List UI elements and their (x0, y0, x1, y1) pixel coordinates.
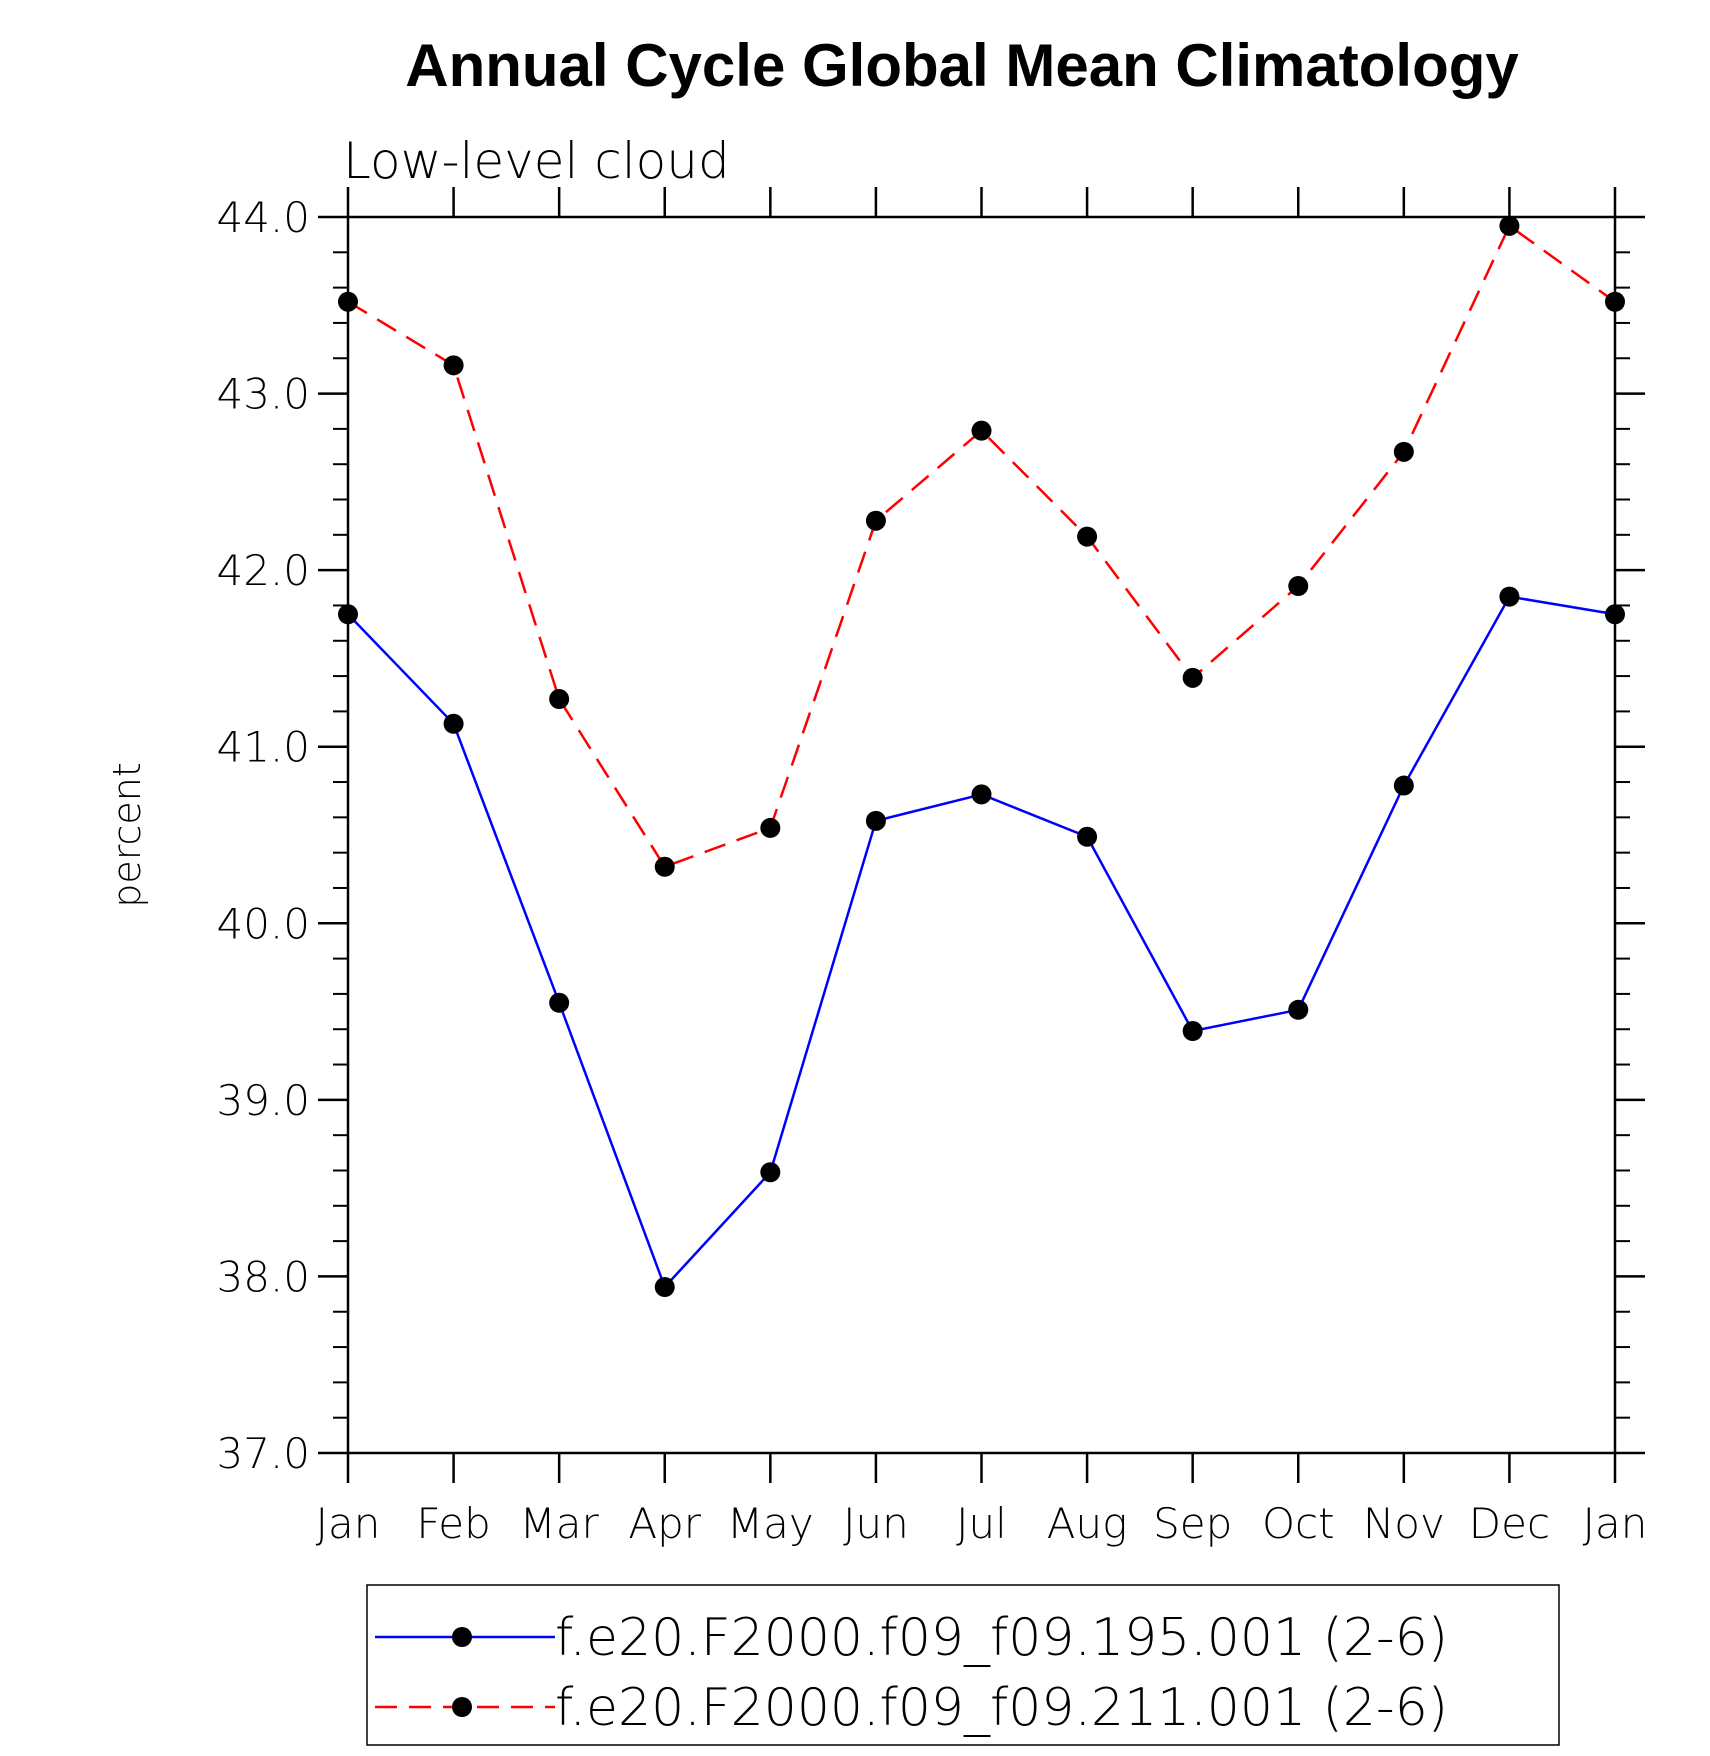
data-point (443, 713, 464, 734)
data-point (1605, 604, 1625, 625)
data-point (1499, 215, 1520, 236)
legend-box (366, 1584, 1560, 1746)
data-point (1077, 526, 1098, 547)
x-tick-label: Mar (520, 1499, 600, 1548)
chart-subtitle: Low-level cloud (343, 132, 730, 190)
legend-marker (452, 1697, 472, 1717)
series-line (347, 223, 1616, 869)
y-tick-label: 44.0 (216, 193, 310, 242)
y-tick-label: 39.0 (216, 1076, 310, 1125)
data-point (971, 420, 992, 441)
data-point (338, 604, 358, 625)
x-tick-label: Jun (843, 1499, 909, 1548)
data-point (1393, 775, 1414, 796)
data-point (865, 810, 886, 831)
data-point (1182, 667, 1203, 688)
legend-label: f.e20.F2000.f09_f09.195.001 (2-6) (555, 1608, 1448, 1668)
series-1 (338, 586, 1625, 1298)
data-point (760, 817, 781, 838)
data-point (865, 510, 886, 531)
data-point (1393, 441, 1414, 462)
data-point (654, 1277, 675, 1298)
data-point (1288, 576, 1309, 597)
y-tick-label: 38.0 (216, 1252, 310, 1301)
data-point (1182, 1020, 1203, 1041)
x-tick-label: Jan (1583, 1499, 1648, 1548)
axes: 37.0 38.0 39.0 40.0 41.0 42.0 43.0 44.0 Jan Feb Ma… (216, 187, 1647, 1548)
legend-marker (452, 1627, 472, 1647)
x-tick-label: Dec (1469, 1499, 1550, 1548)
y-tick-label: 37.0 (216, 1429, 310, 1478)
series-layer (338, 215, 1625, 1298)
y-tick-label: 41.0 (216, 723, 310, 772)
y-tick-label: 43.0 (216, 370, 310, 419)
series-line (347, 595, 1616, 1290)
chart-title: Annual Cycle Global Mean Climatology (405, 32, 1519, 99)
x-tick-label: Oct (1262, 1499, 1335, 1548)
legend-label: f.e20.F2000.f09_f09.211.001 (2-6) (555, 1678, 1448, 1738)
data-point (1499, 586, 1520, 607)
data-point (1077, 826, 1098, 847)
data-point (760, 1162, 781, 1183)
data-point (338, 291, 358, 312)
x-tick-label: Jul (956, 1499, 1007, 1548)
x-tick-label: Jan (316, 1499, 381, 1548)
plot-frame (346, 215, 1617, 1455)
data-point (443, 355, 464, 376)
x-tick-label: Aug (1047, 1499, 1128, 1548)
data-point (654, 856, 675, 877)
data-point (971, 784, 992, 805)
y-tick-label: 40.0 (216, 899, 310, 948)
x-tick-label: Apr (628, 1499, 701, 1548)
data-point (1288, 999, 1309, 1020)
data-point (1605, 291, 1625, 312)
x-tick-label: Feb (416, 1499, 490, 1548)
x-tick-label: Nov (1363, 1499, 1445, 1548)
data-point (549, 992, 570, 1013)
data-point (549, 689, 570, 710)
y-tick-label: 42.0 (216, 546, 310, 595)
legend: f.e20.F2000.f09_f09.195.001 (2-6) f.e20.F… (366, 1584, 1560, 1746)
y-axis-label: percent (105, 762, 149, 908)
x-tick-label: May (727, 1499, 814, 1548)
series-2 (338, 215, 1625, 877)
x-tick-label: Sep (1153, 1499, 1232, 1548)
